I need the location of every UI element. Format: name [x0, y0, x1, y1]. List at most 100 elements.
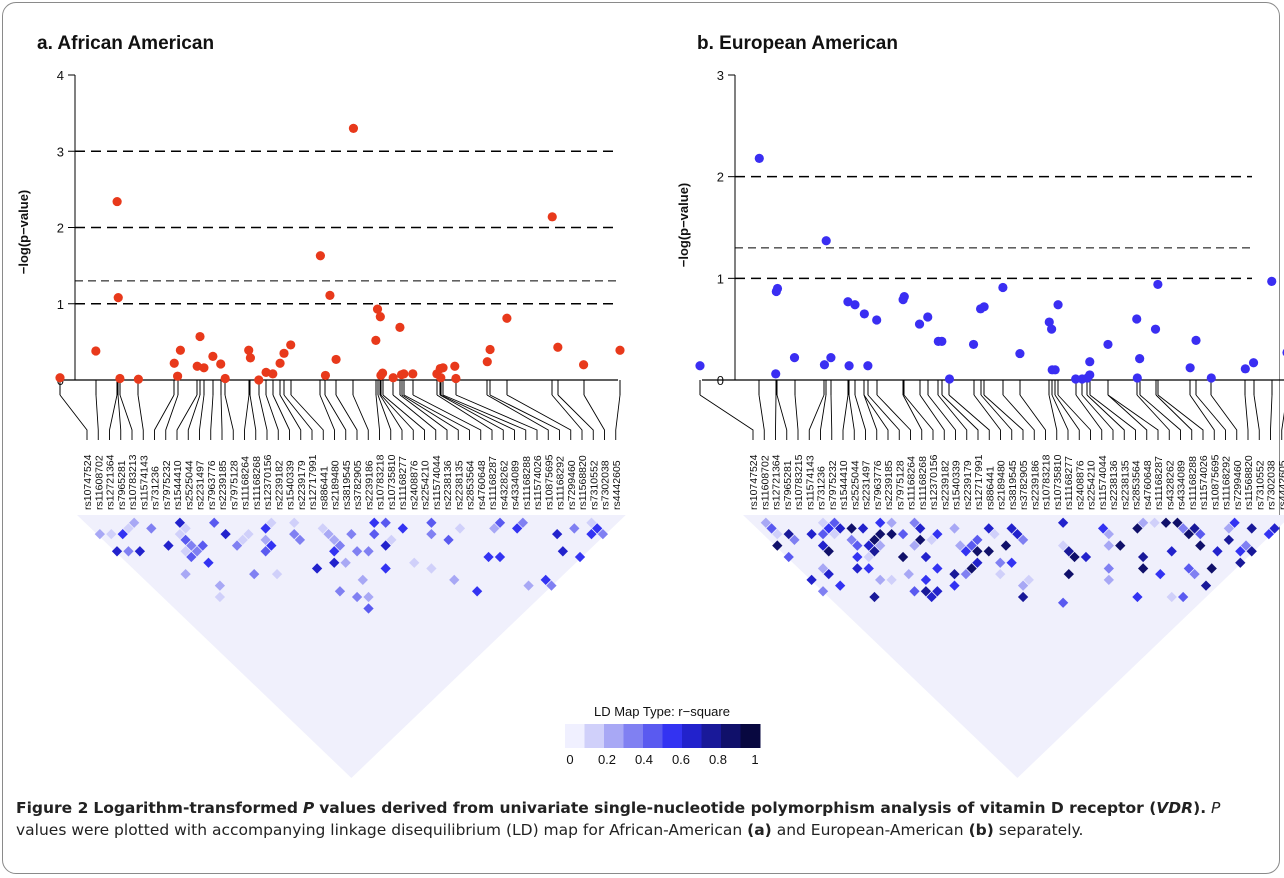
snp-connector-a: [382, 394, 425, 440]
snp-label-b: rs1544410: [838, 460, 850, 510]
ld-cell-b: [1195, 529, 1206, 540]
ld-cell-a: [369, 517, 380, 528]
snp-connector-b: [1086, 394, 1125, 440]
snp-connector-b: [1281, 411, 1284, 440]
ld-cell-b: [829, 529, 840, 540]
ld-cell-a: [180, 569, 191, 580]
caption-title-3: ).: [1193, 799, 1207, 817]
data-point-b: [1185, 363, 1195, 373]
snp-connector-b: [973, 394, 1001, 440]
data-point-a: [395, 322, 405, 332]
ld-cell-b: [903, 569, 914, 580]
data-point-a: [377, 368, 388, 378]
caption-fig-label: Figure 2: [16, 799, 89, 817]
data-point-b: [1132, 314, 1142, 324]
ld-cell-a: [380, 563, 391, 574]
legend-tick-label: 0.4: [635, 752, 653, 767]
snp-connector-b: [983, 394, 1024, 440]
snp-label-a: rs2238135: [453, 460, 465, 510]
ld-cell-a: [363, 591, 374, 603]
ld-cell-a: [129, 517, 140, 528]
data-point-a: [175, 345, 185, 355]
snp-connector-a: [412, 394, 482, 440]
snp-label-a: rs11608702: [93, 455, 105, 510]
snp-connector-b: [1155, 394, 1193, 440]
legend-tick-label: 0.6: [672, 752, 690, 767]
ld-cell-a: [357, 574, 368, 586]
snp-connector-a: [615, 394, 621, 440]
ld-cell-b: [1235, 546, 1246, 557]
ld-cell-b: [1103, 574, 1114, 586]
ld-cell-b: [920, 586, 932, 597]
ld-cell-a: [586, 517, 597, 528]
ld-cell-b: [835, 523, 846, 534]
snp-connector-a: [324, 394, 347, 440]
ld-cell-a: [552, 529, 563, 540]
snp-connector-b: [854, 394, 866, 440]
caption-body-2: and European-American: [776, 821, 964, 839]
ld-cell-b: [783, 551, 794, 563]
ld-cell-b: [789, 534, 800, 546]
data-point-b: [772, 283, 783, 294]
snp-connector-a: [436, 394, 493, 440]
snp-connector-b: [776, 394, 788, 440]
data-point-a: [547, 212, 557, 222]
data-point-a: [399, 369, 409, 379]
data-point-a: [502, 313, 512, 323]
snp-label-b: rs11574044: [1097, 455, 1109, 510]
ld-cell-b: [955, 540, 966, 551]
snp-label-a: rs2254210: [420, 460, 432, 510]
ld-cell-a: [409, 557, 420, 568]
data-point-a: [173, 371, 183, 381]
legend-swatch: [721, 724, 741, 748]
snp-label-a: rs1544410: [172, 460, 184, 510]
ld-cell-a: [289, 517, 300, 528]
data-point-b: [1240, 364, 1250, 374]
data-point-a: [348, 123, 359, 133]
panel-b-ylabel: −log(p−value): [676, 183, 691, 268]
ld-cell-b: [823, 523, 834, 534]
ld-cell-a: [174, 529, 186, 540]
snp-label-a: rs11168292: [555, 456, 567, 510]
ld-cell-a: [203, 557, 214, 568]
snp-label-b: rs2189480: [996, 460, 1008, 510]
ld-cell-a: [191, 546, 203, 557]
ld-cell-a: [483, 551, 494, 563]
snp-label-b: rs3819545: [1007, 460, 1019, 510]
snp-label-a: rs7975128: [228, 460, 240, 510]
snp-label-b: rs11574143: [804, 455, 816, 510]
ld-cell-b: [1189, 569, 1200, 580]
data-point-b: [944, 374, 955, 384]
data-point-b: [789, 353, 800, 363]
data-point-a: [169, 358, 179, 368]
ld-cell-b: [1229, 517, 1240, 528]
snp-label-b: rs11168268: [917, 456, 929, 510]
snp-label-b: rs11168288: [1187, 456, 1199, 510]
ld-cell-a: [380, 540, 391, 551]
snp-label-b: rs2238136: [1108, 460, 1120, 510]
ld-cell-a: [174, 517, 186, 528]
data-point-a: [254, 375, 264, 385]
ld-cell-a: [94, 529, 106, 540]
ld-triangle-b: [743, 515, 1284, 778]
snp-label-b: rs11568820: [1243, 455, 1255, 510]
ld-cell-b: [995, 557, 1006, 568]
data-point-a: [388, 373, 398, 383]
ld-cell-b: [1246, 523, 1257, 534]
data-point-a: [112, 196, 122, 207]
snp-connector-a: [176, 394, 198, 440]
data-point-a: [275, 358, 285, 368]
ld-cell-b: [817, 563, 829, 574]
ld-cell-b: [772, 529, 783, 540]
snp-connector-a: [265, 394, 279, 440]
ld-cell-b: [772, 540, 783, 551]
snp-label-b: rs2254210: [1086, 460, 1098, 510]
snp-connector-b: [1270, 394, 1273, 440]
snp-label-a: rs10783213: [127, 454, 139, 510]
ld-cell-a: [220, 529, 231, 540]
ld-cell-b: [1212, 546, 1223, 557]
ld-cell-b: [863, 551, 874, 563]
snp-label-b: rs11168264: [906, 456, 918, 510]
snp-connector-b: [1019, 394, 1046, 440]
snp-label-b: rs11168277: [1063, 456, 1075, 510]
